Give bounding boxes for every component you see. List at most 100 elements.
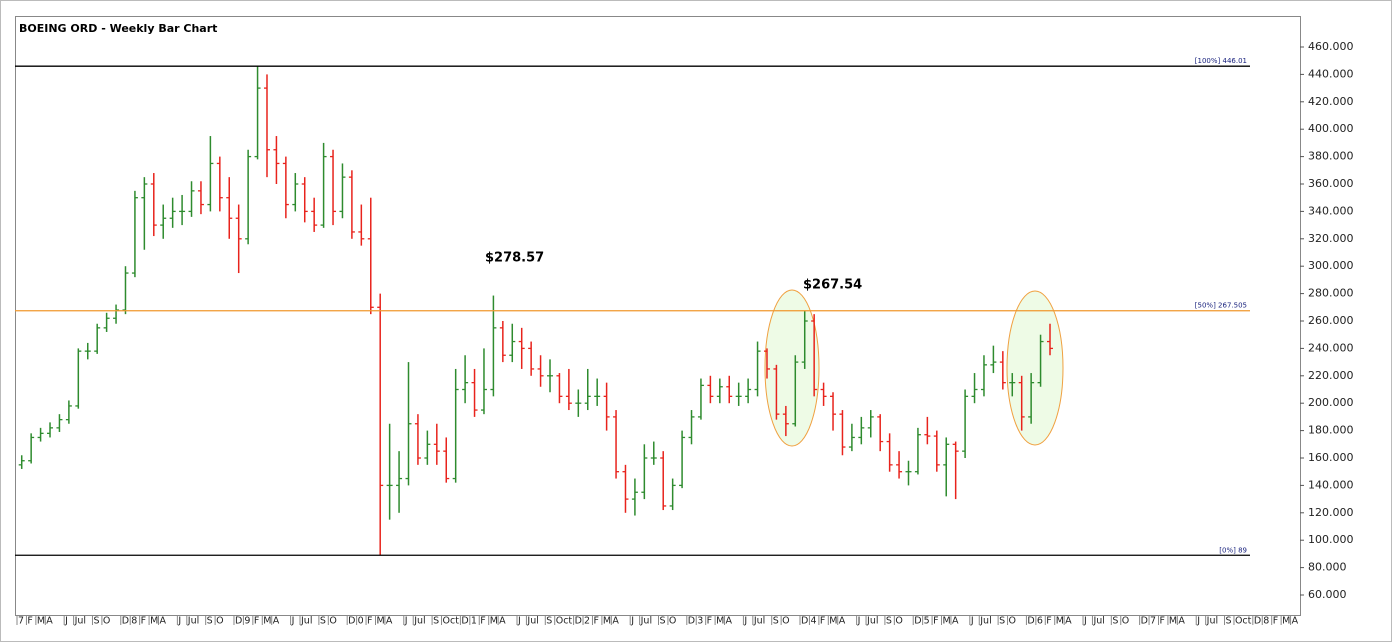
y-tick-label: 220.000: [1308, 369, 1354, 382]
x-tick-label: F: [1273, 616, 1278, 627]
x-tick-label: M: [263, 616, 271, 627]
x-tick-label: J: [743, 616, 747, 627]
x-tick-label: S: [207, 616, 213, 627]
x-tick-label: O: [1009, 616, 1016, 627]
y-tick-label: 320.000: [1308, 232, 1354, 245]
x-tick-label: F: [367, 616, 372, 627]
x-tick-label: S: [886, 616, 892, 627]
x-tick-label: Jul: [1092, 616, 1104, 627]
x-tick-label: M: [490, 616, 498, 627]
x-tick-label: 7: [18, 616, 24, 627]
x-tick-label: 2: [584, 616, 590, 627]
x-tick-label: Jul: [526, 616, 538, 627]
x-tick-label: 9: [244, 616, 250, 627]
y-tick-label: 280.000: [1308, 287, 1354, 300]
x-tick-label: M: [150, 616, 158, 627]
marks: [18, 66, 1054, 556]
x-tick-label: D: [348, 616, 355, 627]
x-tick-label: A: [273, 616, 280, 627]
x-tick-label: 5: [924, 616, 930, 627]
x-tick-label: Oct: [1235, 616, 1252, 627]
x-tick-label: J: [970, 616, 974, 627]
x-tick-label: D: [1254, 616, 1261, 627]
y-tick-label: 60.000: [1308, 588, 1347, 601]
x-tick-label: A: [612, 616, 619, 627]
x-tick-label: A: [499, 616, 506, 627]
x-tick-label: J: [291, 616, 295, 627]
x-tick-label: F: [933, 616, 938, 627]
x-tick-label: F: [27, 616, 32, 627]
x-tick-label: A: [160, 616, 167, 627]
x-tick-label: S: [999, 616, 1005, 627]
x-tick-label: F: [480, 616, 485, 627]
y-tick-label: 340.000: [1308, 204, 1354, 217]
chart-title: BOEING ORD - Weekly Bar Chart: [19, 22, 217, 35]
x-tick-label: A: [839, 616, 846, 627]
y-tick-label: 140.000: [1308, 478, 1354, 491]
x-tick-label: Oct: [556, 616, 573, 627]
x-tick-label: M: [1056, 616, 1064, 627]
x-tick-label: Jul: [979, 616, 991, 627]
x-tick-label: J: [630, 616, 634, 627]
y-tick-label: 440.000: [1308, 67, 1354, 80]
x-tick-label: D: [122, 616, 129, 627]
x-tick-label: M: [829, 616, 837, 627]
y-tick-label: 460.000: [1308, 40, 1354, 53]
x-tick-label: O: [103, 616, 110, 627]
x-tick-label: F: [820, 616, 825, 627]
x-tick-label: M: [37, 616, 45, 627]
x-tick-label: D: [1027, 616, 1034, 627]
x-tick-label: A: [952, 616, 959, 627]
x-tick-label: O: [329, 616, 336, 627]
level-label: [50%] 267.505: [1195, 302, 1247, 310]
y-tick-label: 180.000: [1308, 424, 1354, 437]
x-tick-label: Jul: [1206, 616, 1218, 627]
x-tick-label: S: [773, 616, 779, 627]
x-tick-label: 7: [1150, 616, 1156, 627]
x-tick-label: J: [404, 616, 408, 627]
x-tick-label: Jul: [640, 616, 652, 627]
x-tick-label: J: [64, 616, 68, 627]
x-tick-label: D: [235, 616, 242, 627]
x-tick-label: A: [1065, 616, 1072, 627]
x-tick-label: J: [857, 616, 861, 627]
x-tick-label: F: [1159, 616, 1164, 627]
x-tick-label: J: [1196, 616, 1200, 627]
x-tick-label: A: [1292, 616, 1299, 627]
x-tick-label: S: [433, 616, 439, 627]
y-tick-label: 240.000: [1308, 341, 1354, 354]
x-tick-label: D: [1141, 616, 1148, 627]
x-tick-label: M: [1169, 616, 1177, 627]
x-tick-label: S: [660, 616, 666, 627]
x-tick-label: A: [726, 616, 733, 627]
x-tick-label: Jul: [300, 616, 312, 627]
x-tick-label: 6: [1037, 616, 1043, 627]
x-tick-label: F: [254, 616, 259, 627]
y-tick-label: 360.000: [1308, 177, 1354, 190]
x-tick-label: D: [914, 616, 921, 627]
x-tick-label: M: [716, 616, 724, 627]
x-tick-label: F: [707, 616, 712, 627]
x-tick-label: S: [1112, 616, 1118, 627]
x-tick-label: 3: [697, 616, 703, 627]
x-tick-label: D: [688, 616, 695, 627]
x-tick-label: 0: [358, 616, 364, 627]
x-tick-label: O: [782, 616, 789, 627]
x-tick-label: O: [1122, 616, 1129, 627]
y-tick-label: 160.000: [1308, 451, 1354, 464]
x-tick-label: O: [216, 616, 223, 627]
highlight-ellipse: [1006, 290, 1064, 446]
level-label: [0%] 89: [1219, 546, 1247, 554]
annotation: $278.57: [485, 251, 544, 266]
x-tick-label: S: [93, 616, 99, 627]
x-tick-label: F: [141, 616, 146, 627]
x-tick-label: F: [1046, 616, 1051, 627]
y-tick-label: 400.000: [1308, 122, 1354, 135]
y-tick-label: 120.000: [1308, 506, 1354, 519]
x-tick-label: D: [461, 616, 468, 627]
x-tick-label: A: [46, 616, 53, 627]
x-tick-label: F: [593, 616, 598, 627]
x-tick-label: 8: [1263, 616, 1269, 627]
x-tick-label: D: [801, 616, 808, 627]
